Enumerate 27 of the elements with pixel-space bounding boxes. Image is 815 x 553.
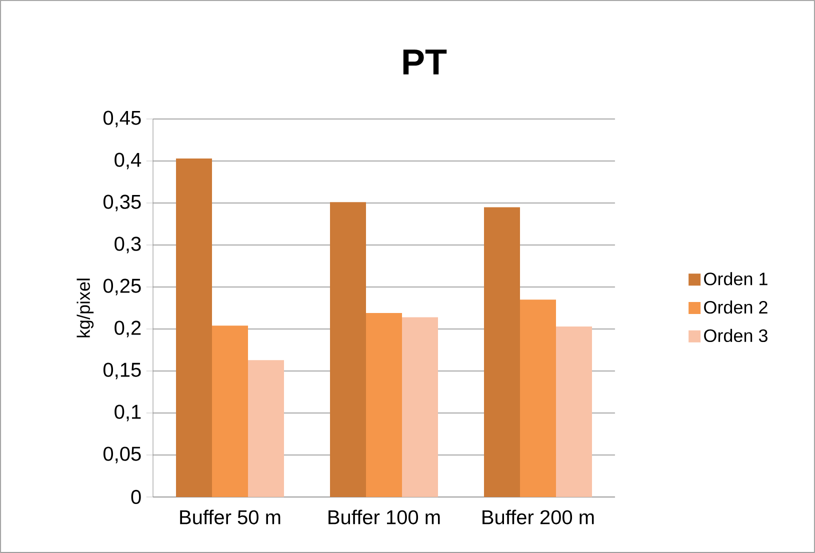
bar — [330, 202, 366, 497]
bar — [484, 207, 520, 497]
y-axis-title: kg/pixel — [76, 278, 94, 338]
bar — [176, 158, 212, 497]
y-tick-label: 0,4 — [114, 152, 142, 170]
bar — [556, 326, 592, 497]
y-tick-label: 0,05 — [103, 446, 141, 464]
legend-label: Orden 3 — [704, 328, 768, 342]
y-tick-label: 0,3 — [114, 236, 141, 254]
y-tick-label: 0,35 — [103, 194, 141, 212]
y-tick-label: 0,2 — [114, 320, 141, 338]
y-tick-label: 0,1 — [114, 404, 141, 422]
y-tick-label: 0 — [131, 490, 141, 504]
x-tick-label: Buffer 50 m — [180, 510, 280, 524]
bar — [366, 313, 402, 497]
bar — [520, 300, 556, 497]
y-tick-label: 0,25 — [103, 278, 141, 296]
y-tick-label: 0,45 — [103, 110, 141, 128]
legend-label: Orden 2 — [704, 300, 768, 314]
x-tick-label: Buffer 100 m — [328, 510, 440, 524]
y-tick-label: 0,15 — [103, 362, 141, 380]
legend-label: Orden 1 — [704, 272, 768, 286]
x-tick-label: Buffer 200 m — [482, 510, 594, 524]
bar — [402, 317, 438, 497]
chart-title: PT — [403, 50, 447, 74]
bar — [212, 326, 248, 497]
bar — [248, 360, 284, 497]
